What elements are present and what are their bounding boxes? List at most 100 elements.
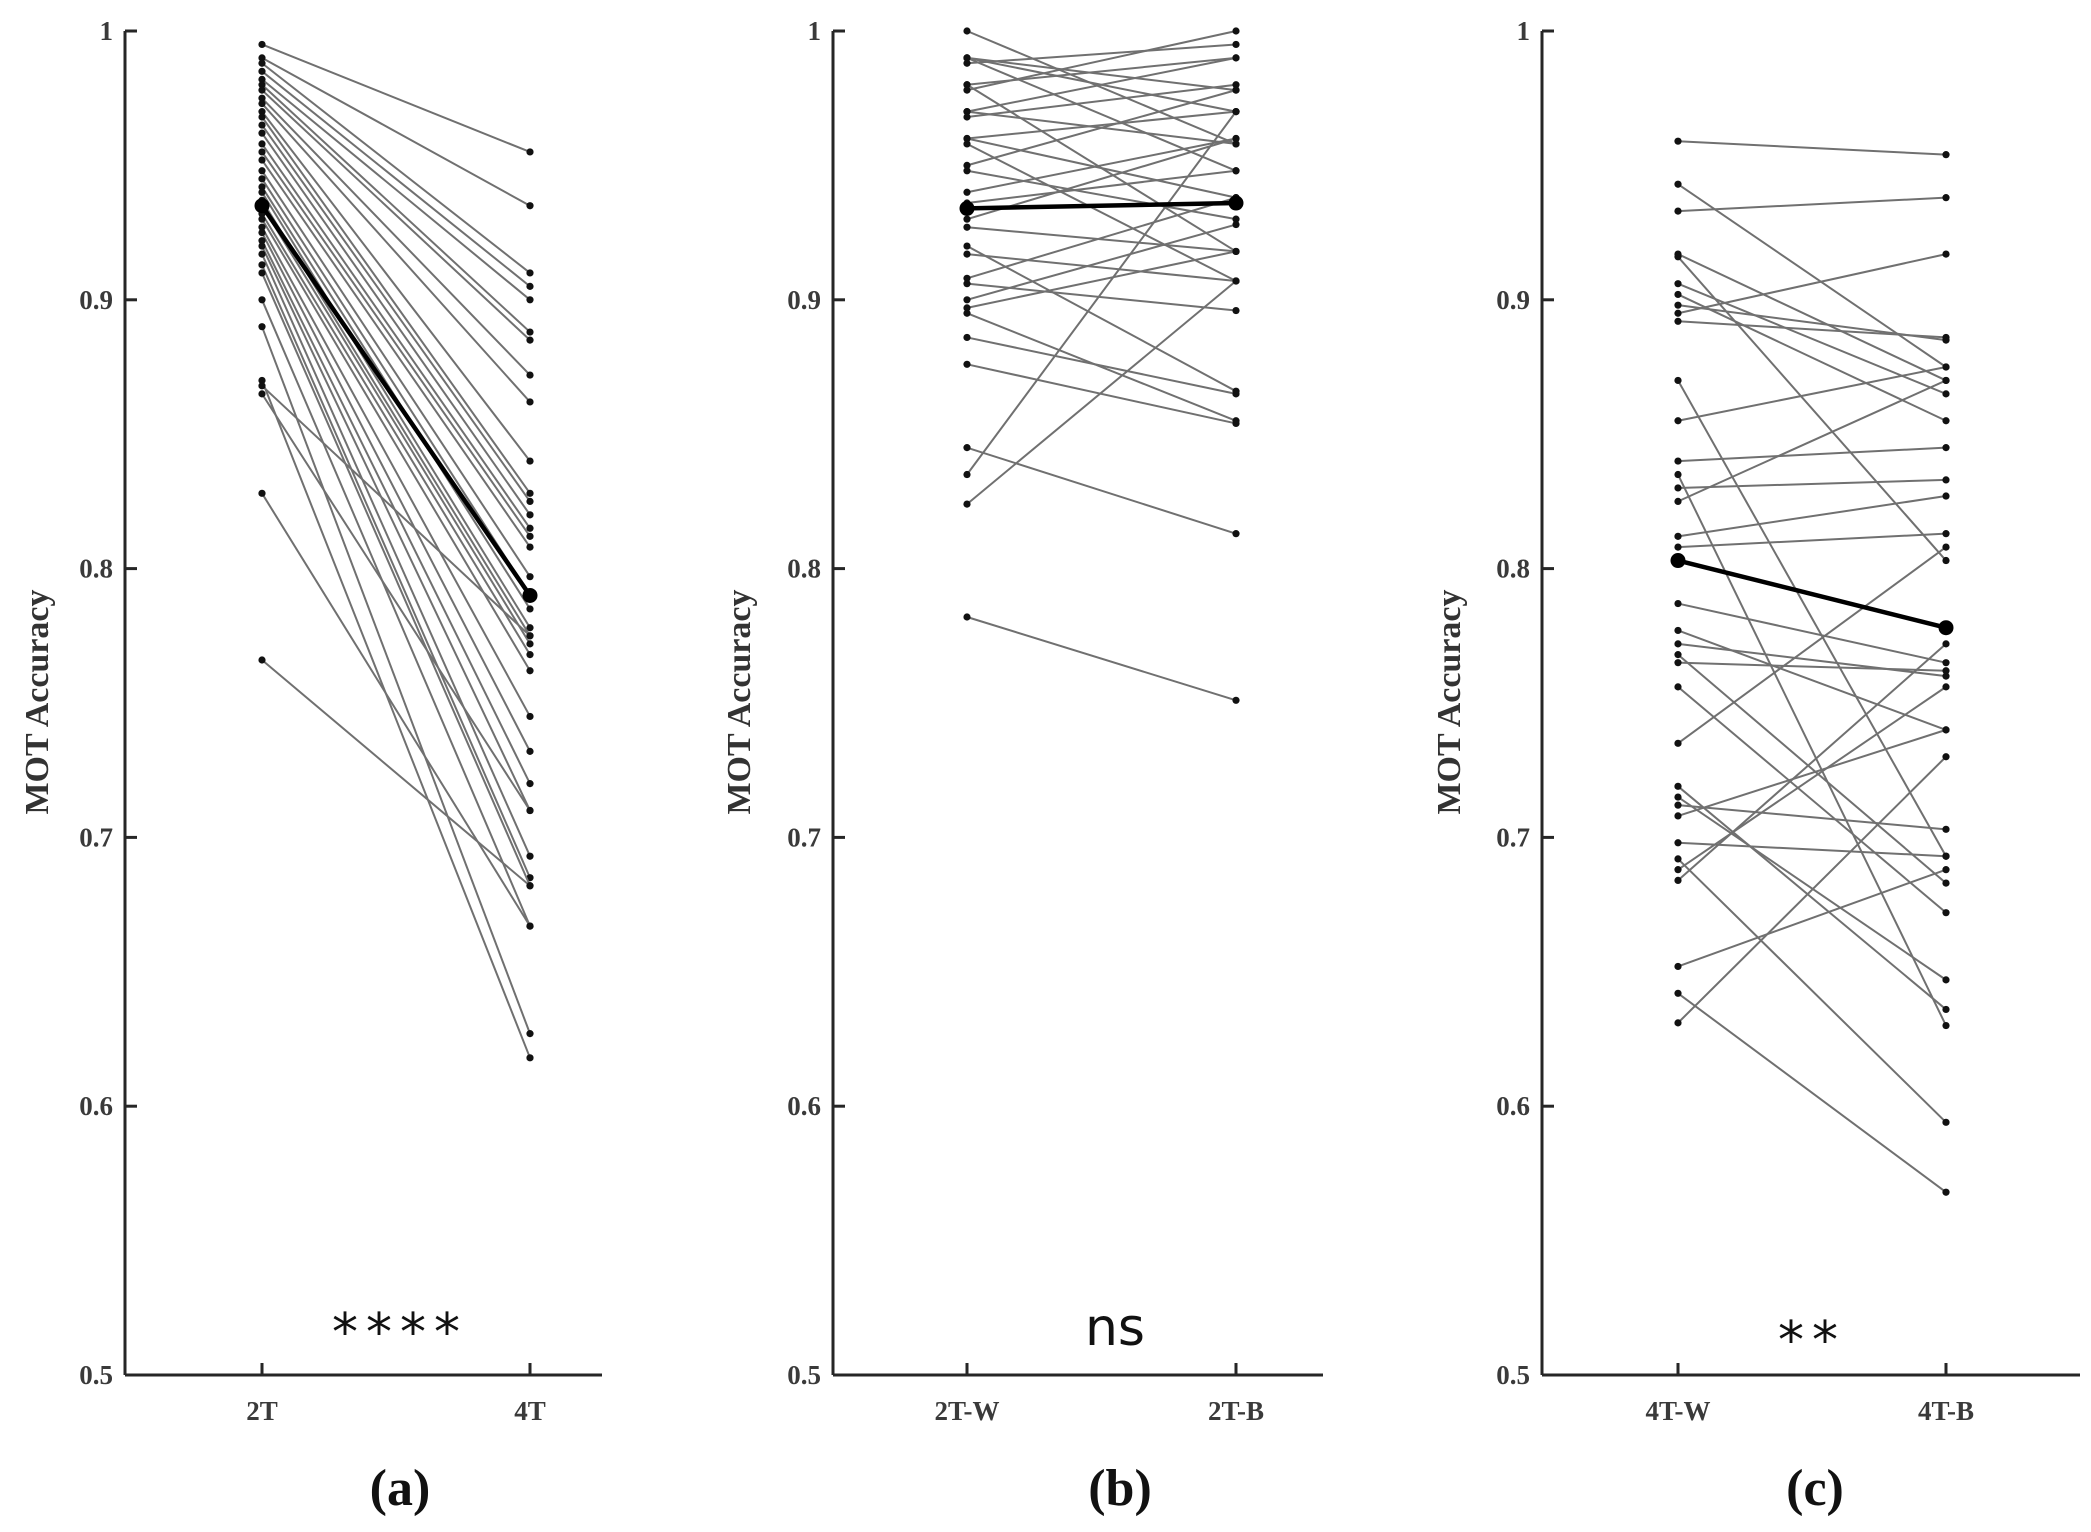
participant-line (261, 385, 531, 637)
participant-line (1677, 756, 1947, 1024)
participant-series (258, 210, 534, 659)
data-point (258, 215, 266, 223)
data-point (1674, 543, 1682, 551)
data-point (1942, 333, 1950, 342)
data-point (1674, 782, 1682, 790)
data-point (1232, 167, 1240, 175)
participant-series (258, 323, 534, 1038)
participant-series (258, 382, 534, 640)
participant-line (261, 393, 531, 812)
data-point (1232, 86, 1240, 94)
participant-series (963, 247, 1240, 312)
mean-series (254, 198, 538, 603)
participant-line (966, 196, 1237, 280)
participant-line (1677, 868, 1947, 968)
participant-line (1677, 642, 1947, 678)
participant-series (258, 489, 534, 930)
data-point (526, 524, 534, 532)
participant-line (1677, 495, 1947, 538)
participant-series (258, 113, 534, 497)
data-point (258, 94, 266, 102)
mean-series (1670, 553, 1954, 636)
y-tick-label: 0.7 (1496, 822, 1530, 852)
data-point (258, 390, 266, 398)
participant-series (963, 86, 1240, 169)
data-point (1674, 301, 1682, 309)
data-point (526, 1054, 534, 1062)
mean-point (254, 198, 270, 214)
y-tick-label: 0.5 (787, 1360, 821, 1390)
data-point (258, 656, 266, 664)
y-tick-label: 0.6 (1496, 1091, 1530, 1121)
participant-line (261, 78, 531, 301)
data-point (258, 237, 266, 245)
participant-series (258, 121, 534, 505)
participant-series (963, 27, 1240, 148)
data-point (1232, 27, 1240, 35)
significance-label: **** (332, 1303, 468, 1363)
data-point (1942, 1021, 1950, 1030)
participant-series (963, 81, 1240, 121)
x-tick-label: 2T-W (934, 1396, 999, 1426)
data-point (258, 129, 266, 137)
data-point (526, 651, 534, 659)
participant-line (261, 232, 531, 752)
participant-line (1677, 183, 1947, 368)
participant-line (261, 380, 531, 1059)
y-tick-label: 0.6 (787, 1091, 821, 1121)
participant-series (258, 250, 534, 860)
y-tick-label: 0.8 (1496, 554, 1530, 584)
y-tick-label: 1 (1517, 16, 1531, 46)
data-point (1942, 909, 1950, 917)
data-point (1942, 1005, 1950, 1014)
participant-line (1677, 293, 1947, 422)
x-tick-label: 2T-B (1208, 1396, 1264, 1426)
participant-series (1674, 250, 1950, 385)
data-point (963, 54, 971, 62)
data-point (1674, 626, 1682, 635)
participant-series (258, 242, 534, 815)
data-point (526, 497, 534, 505)
data-point (526, 457, 534, 465)
data-point (258, 242, 266, 250)
data-point (963, 113, 971, 121)
data-point (963, 223, 971, 231)
data-point (258, 223, 266, 231)
participant-line (261, 253, 531, 857)
data-point (1674, 739, 1682, 747)
participant-series (963, 309, 1240, 425)
data-point (1674, 683, 1682, 691)
participant-line (261, 70, 531, 288)
plot-area: 0.5 0.6 0.7 0.8 0.9 1 2T 4T (79, 16, 602, 1426)
participant-line (966, 56, 1237, 113)
data-point (258, 376, 266, 385)
data-point (1674, 599, 1682, 608)
data-point (1942, 492, 1950, 500)
plot-area: 0.5 0.6 0.7 0.8 0.9 1 4T-W 4T-B (1496, 16, 2080, 1426)
participant-series (1674, 753, 1950, 1027)
data-point (526, 605, 534, 613)
participant-line (261, 116, 531, 494)
data-point (963, 86, 971, 94)
participant-line (1677, 804, 1947, 831)
participant-series (1674, 194, 1950, 215)
data-point (1674, 484, 1682, 492)
data-point (258, 489, 266, 497)
data-point (526, 640, 534, 648)
participant-series (1674, 317, 1950, 342)
data-point (1942, 444, 1950, 452)
data-point (1942, 363, 1950, 371)
participant-series (1674, 782, 1950, 1014)
data-point (258, 323, 266, 331)
data-point (1674, 317, 1682, 325)
y-tick-label: 0.6 (79, 1091, 113, 1121)
data-point (1232, 134, 1240, 143)
participant-series (1674, 137, 1950, 159)
data-point (963, 27, 971, 35)
participant-line (261, 272, 531, 887)
participant-line (261, 84, 531, 333)
data-point (258, 167, 266, 175)
data-point (963, 500, 971, 508)
participant-line (966, 110, 1237, 140)
x-tick-label: 4T (514, 1396, 546, 1426)
